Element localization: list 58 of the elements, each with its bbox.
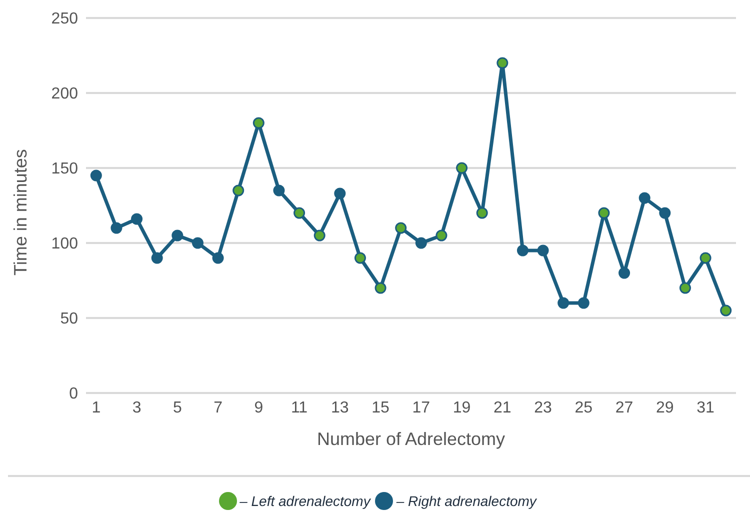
point [700, 252, 712, 264]
point [172, 230, 184, 242]
point [436, 230, 448, 242]
point [720, 304, 732, 316]
x-tick-label: 9 [254, 399, 264, 416]
point [131, 213, 143, 225]
point [598, 207, 610, 219]
point [395, 222, 407, 234]
y-tick-label: 0 [69, 386, 78, 403]
x-tick-label: 13 [331, 399, 349, 416]
y-tick-label: 250 [51, 10, 78, 28]
x-tick-label: 3 [132, 399, 142, 416]
x-tick-label: 19 [452, 399, 471, 416]
point [659, 207, 671, 219]
x-tick-label: 25 [574, 399, 593, 416]
point [558, 297, 570, 309]
point [334, 188, 346, 200]
y-tick-label: 150 [51, 160, 78, 178]
x-axis-title: Number of Adrelectomy [316, 429, 506, 449]
y-axis-title: Time in minutes [10, 149, 30, 276]
point [192, 237, 204, 249]
point [354, 252, 366, 264]
x-tick-label: 11 [290, 399, 308, 416]
point [578, 297, 590, 309]
point [415, 237, 427, 249]
x-tick-label: 31 [696, 399, 715, 416]
x-tick-label: 23 [534, 399, 552, 416]
x-tick-label: 21 [494, 399, 512, 416]
x-tick-label: 29 [656, 399, 674, 416]
y-tick-label: 100 [51, 236, 78, 253]
legend-label: – Right adrenalectomy [396, 493, 536, 509]
point [212, 252, 224, 264]
legend-label: – Left adrenalectomy [240, 493, 370, 509]
point [516, 244, 528, 256]
point [273, 184, 285, 196]
y-tick-label: 50 [60, 310, 78, 328]
point [151, 252, 163, 264]
x-tick-label: 1 [92, 399, 101, 416]
point [374, 282, 386, 294]
point [618, 267, 630, 279]
point [496, 57, 508, 69]
x-tick-label: 17 [412, 399, 430, 416]
y-tick-label: 200 [51, 86, 78, 103]
point [456, 162, 468, 174]
point [314, 230, 326, 242]
point [679, 282, 691, 294]
point [252, 117, 264, 129]
point [90, 170, 102, 182]
x-tick-label: 27 [615, 399, 634, 416]
x-tick-label: 15 [372, 399, 390, 416]
x-tick-label: 5 [172, 399, 182, 416]
point [232, 184, 244, 196]
point [476, 207, 488, 219]
point [110, 222, 122, 234]
point [638, 192, 650, 204]
point [537, 244, 549, 256]
x-tick-label: 7 [214, 399, 223, 416]
point [294, 207, 306, 219]
